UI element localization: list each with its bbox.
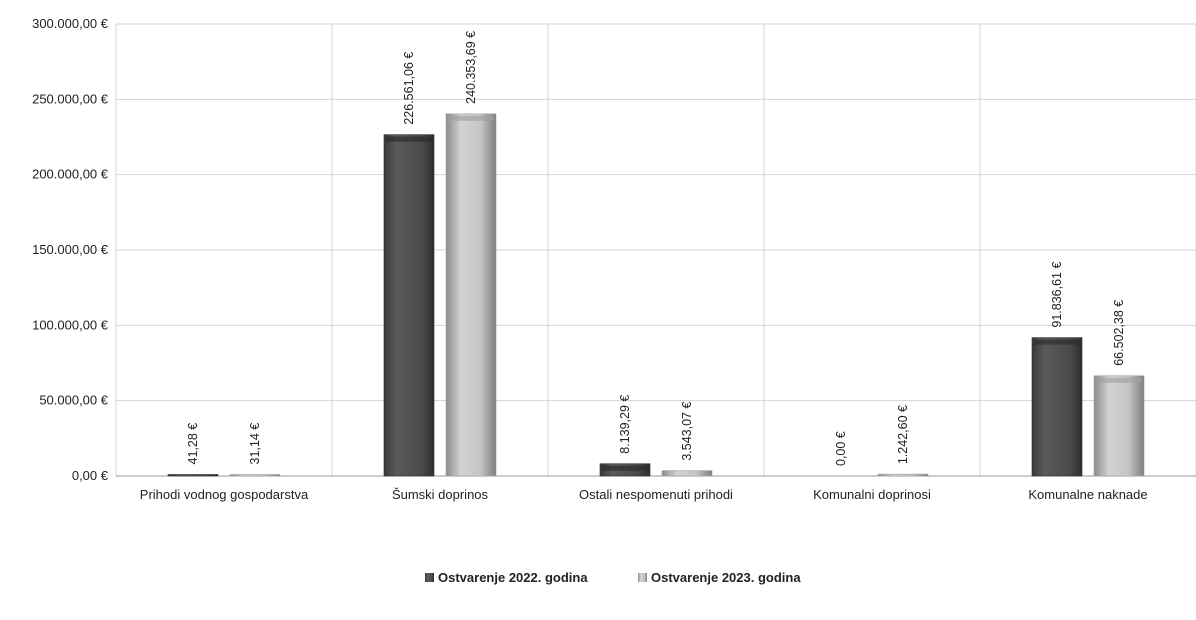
bar-2023 xyxy=(229,474,281,477)
category-label: Komunalni doprinosi xyxy=(813,487,931,502)
y-tick-label: 0,00 € xyxy=(72,468,109,483)
data-label: 91.836,61 € xyxy=(1050,262,1064,328)
bar-top-bevel xyxy=(448,115,494,121)
x-axis-category-labels: Prihodi vodnog gospodarstva Šumski doprin… xyxy=(140,487,1148,502)
bar-2023 xyxy=(877,473,929,477)
bar-top-bevel xyxy=(602,465,648,471)
y-tick-label: 100.000,00 € xyxy=(32,317,109,332)
bar-top-bevel xyxy=(1096,377,1142,383)
bar-top-bevel xyxy=(386,136,432,142)
bar-2022 xyxy=(167,474,219,477)
category-label: Ostali nespomenuti prihodi xyxy=(579,487,733,502)
data-label: 240.353,69 € xyxy=(464,31,478,104)
legend-entry: Ostvarenje 2023. godina xyxy=(651,570,801,585)
legend-swatch xyxy=(638,573,647,582)
bar-2022 xyxy=(383,134,435,477)
category-label: Komunalne naknade xyxy=(1028,487,1147,502)
bar-2022 xyxy=(1031,337,1083,477)
data-label: 1.242,60 € xyxy=(896,405,910,464)
y-tick-label: 300.000,00 € xyxy=(32,16,109,31)
y-tick-label: 150.000,00 € xyxy=(32,242,109,257)
data-label: 0,00 € xyxy=(834,431,848,466)
legend-entry: Ostvarenje 2022. godina xyxy=(438,570,588,585)
data-label: 226.561,06 € xyxy=(402,52,416,125)
data-label: 66.502,38 € xyxy=(1112,300,1126,366)
category-label: Prihodi vodnog gospodarstva xyxy=(140,487,309,502)
category-label: Šumski doprinos xyxy=(392,487,489,502)
bars xyxy=(167,113,1145,477)
y-tick-label: 50.000,00 € xyxy=(39,393,108,408)
y-tick-label: 200.000,00 € xyxy=(32,167,109,182)
data-label: 41,28 € xyxy=(186,423,200,465)
data-label: 3.543,07 € xyxy=(680,402,694,461)
data-labels: 41,28 € 31,14 € 226.561,06 € 240.353,69 € 8.… xyxy=(186,31,1126,466)
data-label: 31,14 € xyxy=(248,423,262,465)
legend-swatch xyxy=(425,573,434,582)
data-label: 8.139,29 € xyxy=(618,395,632,454)
y-tick-label: 250.000,00 € xyxy=(32,91,109,106)
y-axis-tick-labels: 0,00 € 50.000,00 € 100.000,00 € 150.000,00 … xyxy=(32,16,109,483)
gridlines xyxy=(115,23,1196,477)
bar-2023 xyxy=(1093,375,1145,477)
bar-2023 xyxy=(445,113,497,477)
bar-2023 xyxy=(661,470,713,477)
legend: Ostvarenje 2022. godina Ostvarenje 2023. … xyxy=(425,570,801,585)
bar-top-bevel xyxy=(1034,339,1080,345)
